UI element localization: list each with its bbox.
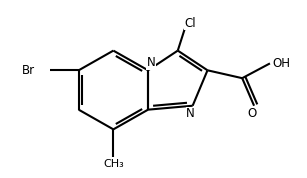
Text: N: N: [186, 107, 195, 120]
Text: N: N: [147, 56, 155, 69]
Text: CH₃: CH₃: [103, 159, 124, 169]
Text: OH: OH: [273, 57, 291, 70]
Text: Cl: Cl: [185, 17, 196, 30]
Text: O: O: [247, 107, 257, 120]
Text: Br: Br: [21, 64, 35, 77]
